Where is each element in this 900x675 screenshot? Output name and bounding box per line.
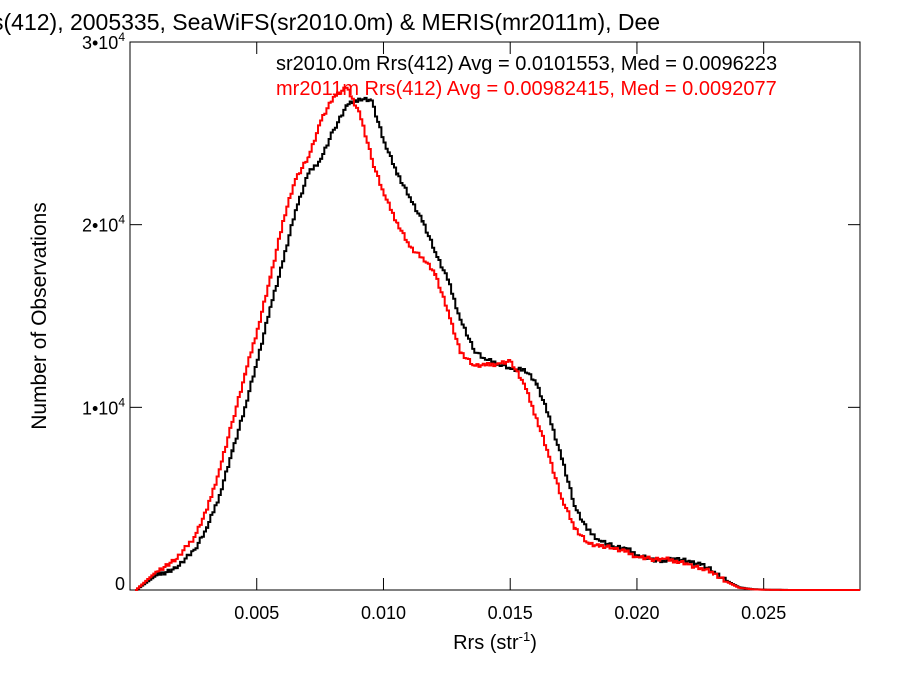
series-line-1 (135, 96, 860, 591)
x-axis-label-main: Rrs (str (453, 632, 519, 654)
legend-entry-2: mr2011m Rrs(412) Avg = 0.00982415, Med =… (276, 78, 777, 100)
x-tick-label: 0.015 (488, 603, 533, 623)
y-tick-label-main: 3•10 (82, 33, 118, 53)
plot-frame (129, 41, 861, 591)
x-tick-label: 0.010 (361, 603, 406, 623)
y-tick-label-main: 2•10 (82, 216, 118, 236)
legend-entry-1: sr2010.0m Rrs(412) Avg = 0.0101553, Med … (276, 53, 777, 75)
x-tick-label: 0.025 (741, 603, 786, 623)
x-tick-label: 0.020 (614, 603, 659, 623)
x-axis-label-sup: -1 (519, 629, 531, 644)
y-axis-label: Number of Observations (28, 202, 51, 430)
y-tick-label-exponent: 4 (118, 213, 125, 227)
y-tick-label: 2•104 (82, 213, 125, 236)
x-tick-label: 0.005 (234, 603, 279, 623)
y-tick-label: 0 (115, 574, 125, 594)
y-tick-label-main: 0 (115, 574, 125, 594)
x-axis-label: Rrs (str-1) (453, 629, 537, 654)
series-line-2 (135, 86, 860, 591)
y-tick-label: 3•104 (82, 30, 125, 53)
y-tick-label-exponent: 4 (118, 30, 125, 44)
axis-ticks: 0.005 0.010 0.015 0.020 0.02501•1042•1043•10… (82, 30, 860, 623)
y-tick-label-exponent: 4 (118, 395, 125, 409)
x-axis-label-close: ) (530, 632, 537, 654)
y-tick-label: 1•104 (82, 395, 125, 418)
y-tick-label-main: 1•10 (82, 398, 118, 418)
legend: sr2010.0m Rrs(412) Avg = 0.0101553, Med … (276, 53, 777, 100)
series-layer (135, 86, 860, 591)
chart-title: s(412), 2005335, SeaWiFS(sr2010.0m) & ME… (0, 9, 660, 35)
